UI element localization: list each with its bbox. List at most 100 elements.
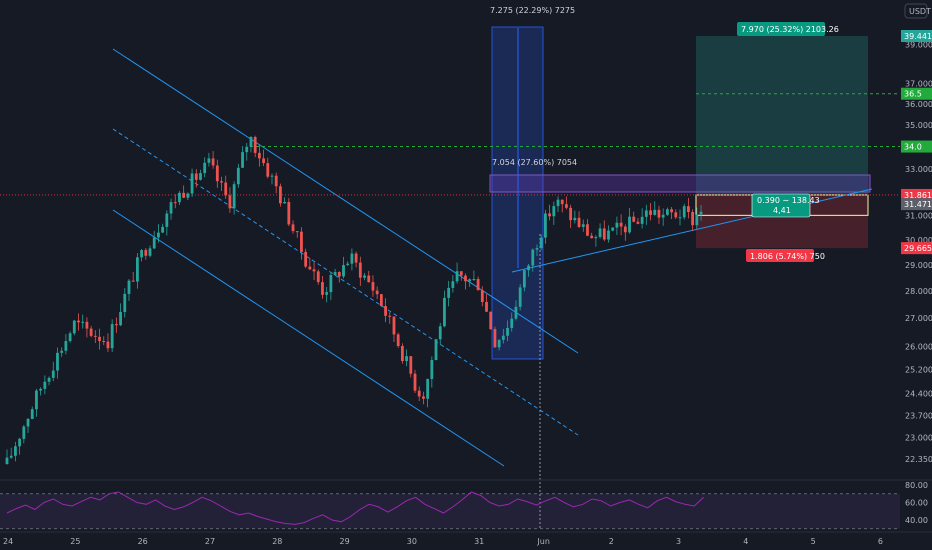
candle-body [203,162,207,174]
candle-body [249,137,253,147]
candle [443,290,446,328]
candle-body [409,356,413,374]
candle-body [127,280,131,294]
candle [9,447,13,459]
candle [232,181,236,215]
candle [695,207,699,230]
candle [39,387,43,396]
x-tick-label: 30 [407,537,417,546]
candle [312,262,316,281]
candle [539,234,543,251]
candle [569,204,573,228]
candle [140,249,143,262]
price-tag-label: 29.665 [904,244,932,253]
y-tick-label: 27.000 [905,314,932,323]
candle-body [245,146,249,153]
y-tick-label: 37.000 [905,80,932,89]
candle-body [644,210,648,217]
y-tick-label: 25.200 [905,366,932,375]
candle-body [5,457,9,465]
candle-body [169,202,173,214]
candle-body [262,158,265,164]
candle [459,271,463,281]
ratio-line1: 0.390 ∼ 138.43 [757,196,820,205]
candle-body [691,211,695,226]
candle-body [72,320,76,334]
candle-body [257,152,261,159]
candle-body [544,213,547,238]
candle-body [333,272,337,275]
candle-body [93,335,97,337]
candle-body [459,271,463,276]
candle-body [560,199,564,205]
candle-body [472,278,476,280]
candle [670,207,673,220]
candle-body [308,266,312,270]
candle-body [522,270,526,288]
candle [270,173,274,185]
candle-body [632,216,636,222]
candle [106,333,110,352]
candle [640,208,644,229]
candle [611,227,615,232]
candle [691,209,695,232]
candle [169,198,173,220]
channel-mid-line [112,128,579,436]
candle [623,224,627,241]
candle [653,201,657,216]
candle [131,271,135,282]
candle [241,146,244,168]
y-tick-label: 39.000 [905,40,932,49]
candle-body [304,251,308,267]
candle [64,334,68,355]
candle-body [367,275,371,283]
price-tag-label: 36.5 [904,90,922,99]
candle-body [182,192,186,198]
candle [464,273,467,290]
candle [451,275,455,293]
channel-upper-line [112,48,579,354]
candle [581,219,585,232]
candle [388,312,392,324]
candle-body [56,352,59,371]
candle-body [22,426,26,439]
candle [649,202,652,221]
candle [77,313,80,331]
y-tick-label: 24.400 [905,390,932,399]
candle-body [148,248,152,256]
candle-body [329,274,333,293]
candle [148,245,152,258]
candle-body [51,370,55,378]
rsi-band [0,493,900,529]
candle-body [152,237,156,249]
candle-body [144,250,148,256]
candle-body [581,224,585,227]
price-tag [901,30,932,42]
candle [384,298,387,323]
candle-body [375,290,379,295]
candle [678,209,682,226]
loss-badge [746,249,814,262]
candle [47,376,51,386]
candle-body [18,438,22,447]
candle-body [480,290,484,302]
candle-body [295,231,299,233]
candle-body [350,253,354,264]
candle [123,288,127,318]
candle [249,136,253,153]
candle-body [476,278,480,291]
candle [548,204,552,221]
candle [157,224,160,243]
candle-body [392,316,396,335]
candle-body [426,379,430,399]
candle-body [9,455,13,458]
candle [594,235,598,247]
candle [257,144,261,167]
candle-body [135,257,139,282]
x-tick-label: 5 [811,537,816,546]
candle-body [161,226,165,233]
candle-body [501,335,505,340]
candle [434,338,438,361]
candle [636,217,640,225]
